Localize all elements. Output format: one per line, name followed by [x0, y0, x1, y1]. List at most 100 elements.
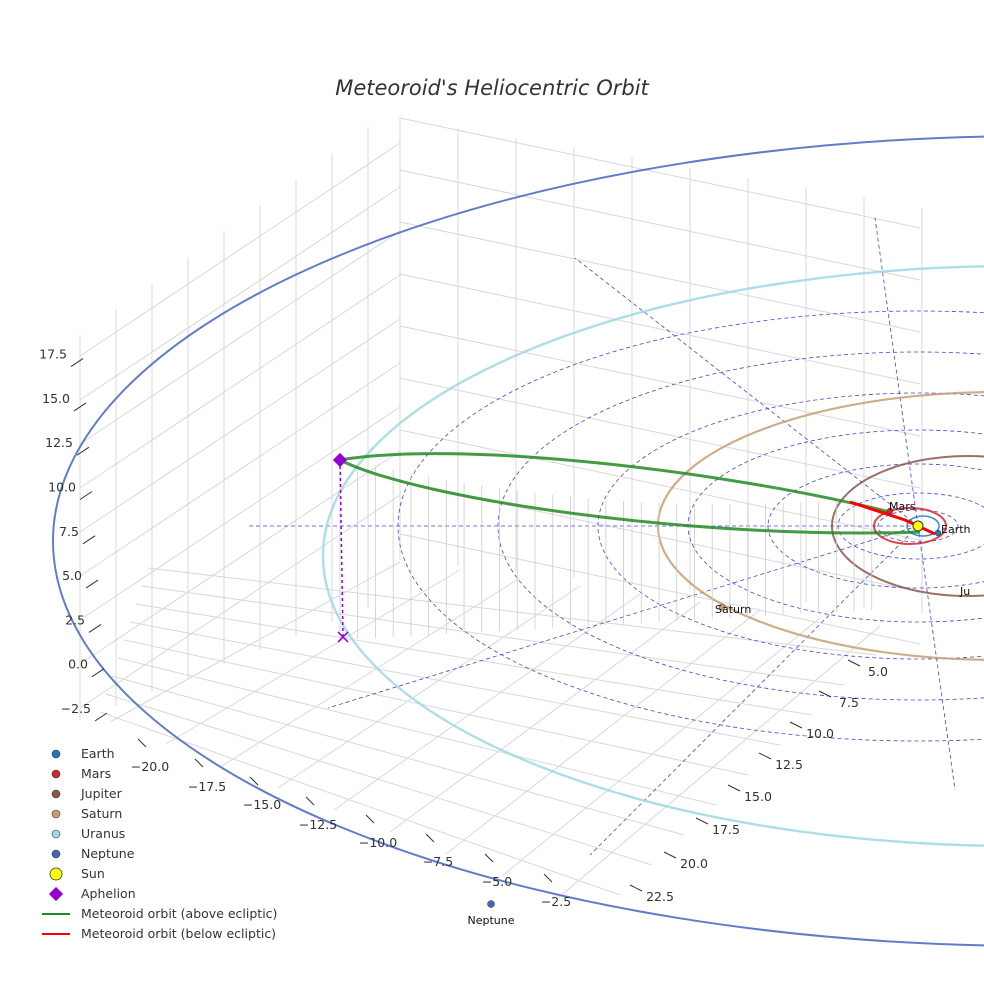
meteoroid-orbit-above-upper: [339, 452, 891, 514]
planet-label-earth: Earth: [941, 523, 971, 536]
z-tick-mark: [91, 668, 105, 678]
legend-label: Aphelion: [81, 886, 136, 901]
y-tick-mark: [695, 817, 709, 825]
grid-line: [399, 429, 921, 541]
legend: Earth Mars Jupiter Saturn Uranus Neptune Sun Ap…: [40, 744, 300, 944]
x-tick-mark: [194, 758, 204, 768]
y-tick-mark: [629, 884, 643, 892]
grid-line: [79, 450, 401, 665]
planet-label-saturn: Saturn: [715, 603, 751, 616]
meteoroid-orbit-below: [849, 500, 936, 536]
orbit-saturn: [657, 391, 984, 661]
legend-label: Neptune: [81, 846, 135, 861]
legend-symbol: [51, 809, 61, 819]
z-tick-mark: [70, 358, 84, 368]
legend-item[interactable]: Neptune: [40, 844, 300, 864]
x-tick-mark: [425, 833, 435, 843]
legend-symbol: [51, 769, 61, 779]
y-tick-mark: [847, 659, 861, 667]
neptune-point: [487, 900, 495, 908]
legend-item[interactable]: Jupiter: [40, 784, 300, 804]
legend-label: Meteoroid orbit (below ecliptic): [81, 926, 277, 941]
legend-label: Mars: [81, 766, 112, 781]
legend-dot: [51, 789, 61, 799]
legend-item[interactable]: Meteoroid orbit (above ecliptic): [40, 904, 300, 924]
grid-line: [123, 639, 749, 776]
legend-item[interactable]: Uranus: [40, 824, 300, 844]
planet-points: Earth Mars Ju Saturn Neptune: [332, 452, 971, 927]
ecliptic-ring: [767, 463, 984, 589]
grid-line: [389, 601, 701, 833]
z-tick-label: 17.5: [39, 347, 67, 362]
z-tick-label: 5.0: [62, 568, 82, 583]
grid-line: [129, 621, 781, 746]
legend-label: Earth: [81, 746, 115, 761]
grid-line: [111, 675, 685, 836]
y-tick-label: 12.5: [775, 757, 803, 772]
orbit-uranus: [322, 265, 984, 847]
z-tick-label: 10.0: [48, 480, 76, 495]
earth-point: [934, 529, 942, 537]
axis-ticks: −2.5 0.0 2.5 5.0 7.5 10.0 12.5 15.0 17.5 −20.0 −17…: [39, 347, 888, 909]
legend-item[interactable]: Sun: [40, 864, 300, 884]
z-tick-mark: [94, 712, 108, 722]
grid-line: [79, 318, 401, 533]
legend-dot: [51, 829, 61, 839]
x-tick-mark: [484, 853, 494, 863]
grid-line: [135, 603, 813, 716]
y-tick-label: 7.5: [839, 695, 859, 710]
grid-line: [109, 561, 401, 723]
ecliptic-radial: [574, 257, 919, 527]
legend-label: Sun: [81, 866, 105, 881]
legend-item[interactable]: Earth: [40, 744, 300, 764]
legend-symbol: [42, 913, 70, 915]
grid-line: [557, 625, 881, 899]
y-tick-label: 15.0: [744, 789, 772, 804]
x-tick-label: −5.0: [482, 874, 512, 889]
y-tick-mark: [663, 851, 677, 859]
meteoroid-orbit-above-lower: [339, 458, 921, 535]
legend-diamond: [48, 886, 64, 902]
x-tick-label: −7.5: [423, 854, 453, 869]
grid-line: [141, 585, 845, 686]
legend-dot: [51, 769, 61, 779]
y-tick-label: 20.0: [680, 856, 708, 871]
y-tick-label: 22.5: [646, 889, 674, 904]
z-tick-mark: [76, 446, 90, 456]
z-tick-label: −2.5: [61, 701, 91, 716]
legend-item[interactable]: Saturn: [40, 804, 300, 824]
sun-point: [912, 520, 924, 532]
z-tick-mark: [88, 623, 102, 633]
z-tick-label: 7.5: [59, 524, 79, 539]
x-tick-label: −12.5: [299, 817, 337, 832]
orbit-mars: [873, 507, 947, 545]
grid-line: [399, 377, 921, 489]
legend-symbol: [42, 933, 70, 935]
z-tick-label: 2.5: [65, 612, 85, 627]
mars-point: [886, 507, 894, 515]
grid-line: [79, 406, 401, 621]
x-tick-mark: [365, 814, 375, 824]
legend-item[interactable]: Meteoroid orbit (below ecliptic): [40, 924, 300, 944]
grid-line: [79, 186, 401, 401]
grid-line: [399, 169, 921, 281]
y-tick-mark: [727, 784, 741, 792]
y-tick-mark: [758, 752, 772, 760]
legend-symbol: [51, 749, 61, 759]
legend-label: Saturn: [81, 806, 123, 821]
saturn-point: [718, 603, 726, 611]
z-tick-mark: [85, 579, 99, 589]
aphelion-point: [332, 452, 348, 468]
grid-line: [79, 274, 401, 489]
y-tick-label: 5.0: [868, 664, 888, 679]
planet-label-jupiter: Ju: [959, 585, 970, 598]
legend-label: Uranus: [81, 826, 126, 841]
legend-item[interactable]: Mars: [40, 764, 300, 784]
grid-line: [79, 362, 401, 577]
y-tick-mark: [818, 690, 832, 698]
grid-line: [501, 617, 821, 877]
legend-dot: [51, 749, 61, 759]
legend-item[interactable]: Aphelion: [40, 884, 300, 904]
z-tick-label: 15.0: [42, 391, 70, 406]
